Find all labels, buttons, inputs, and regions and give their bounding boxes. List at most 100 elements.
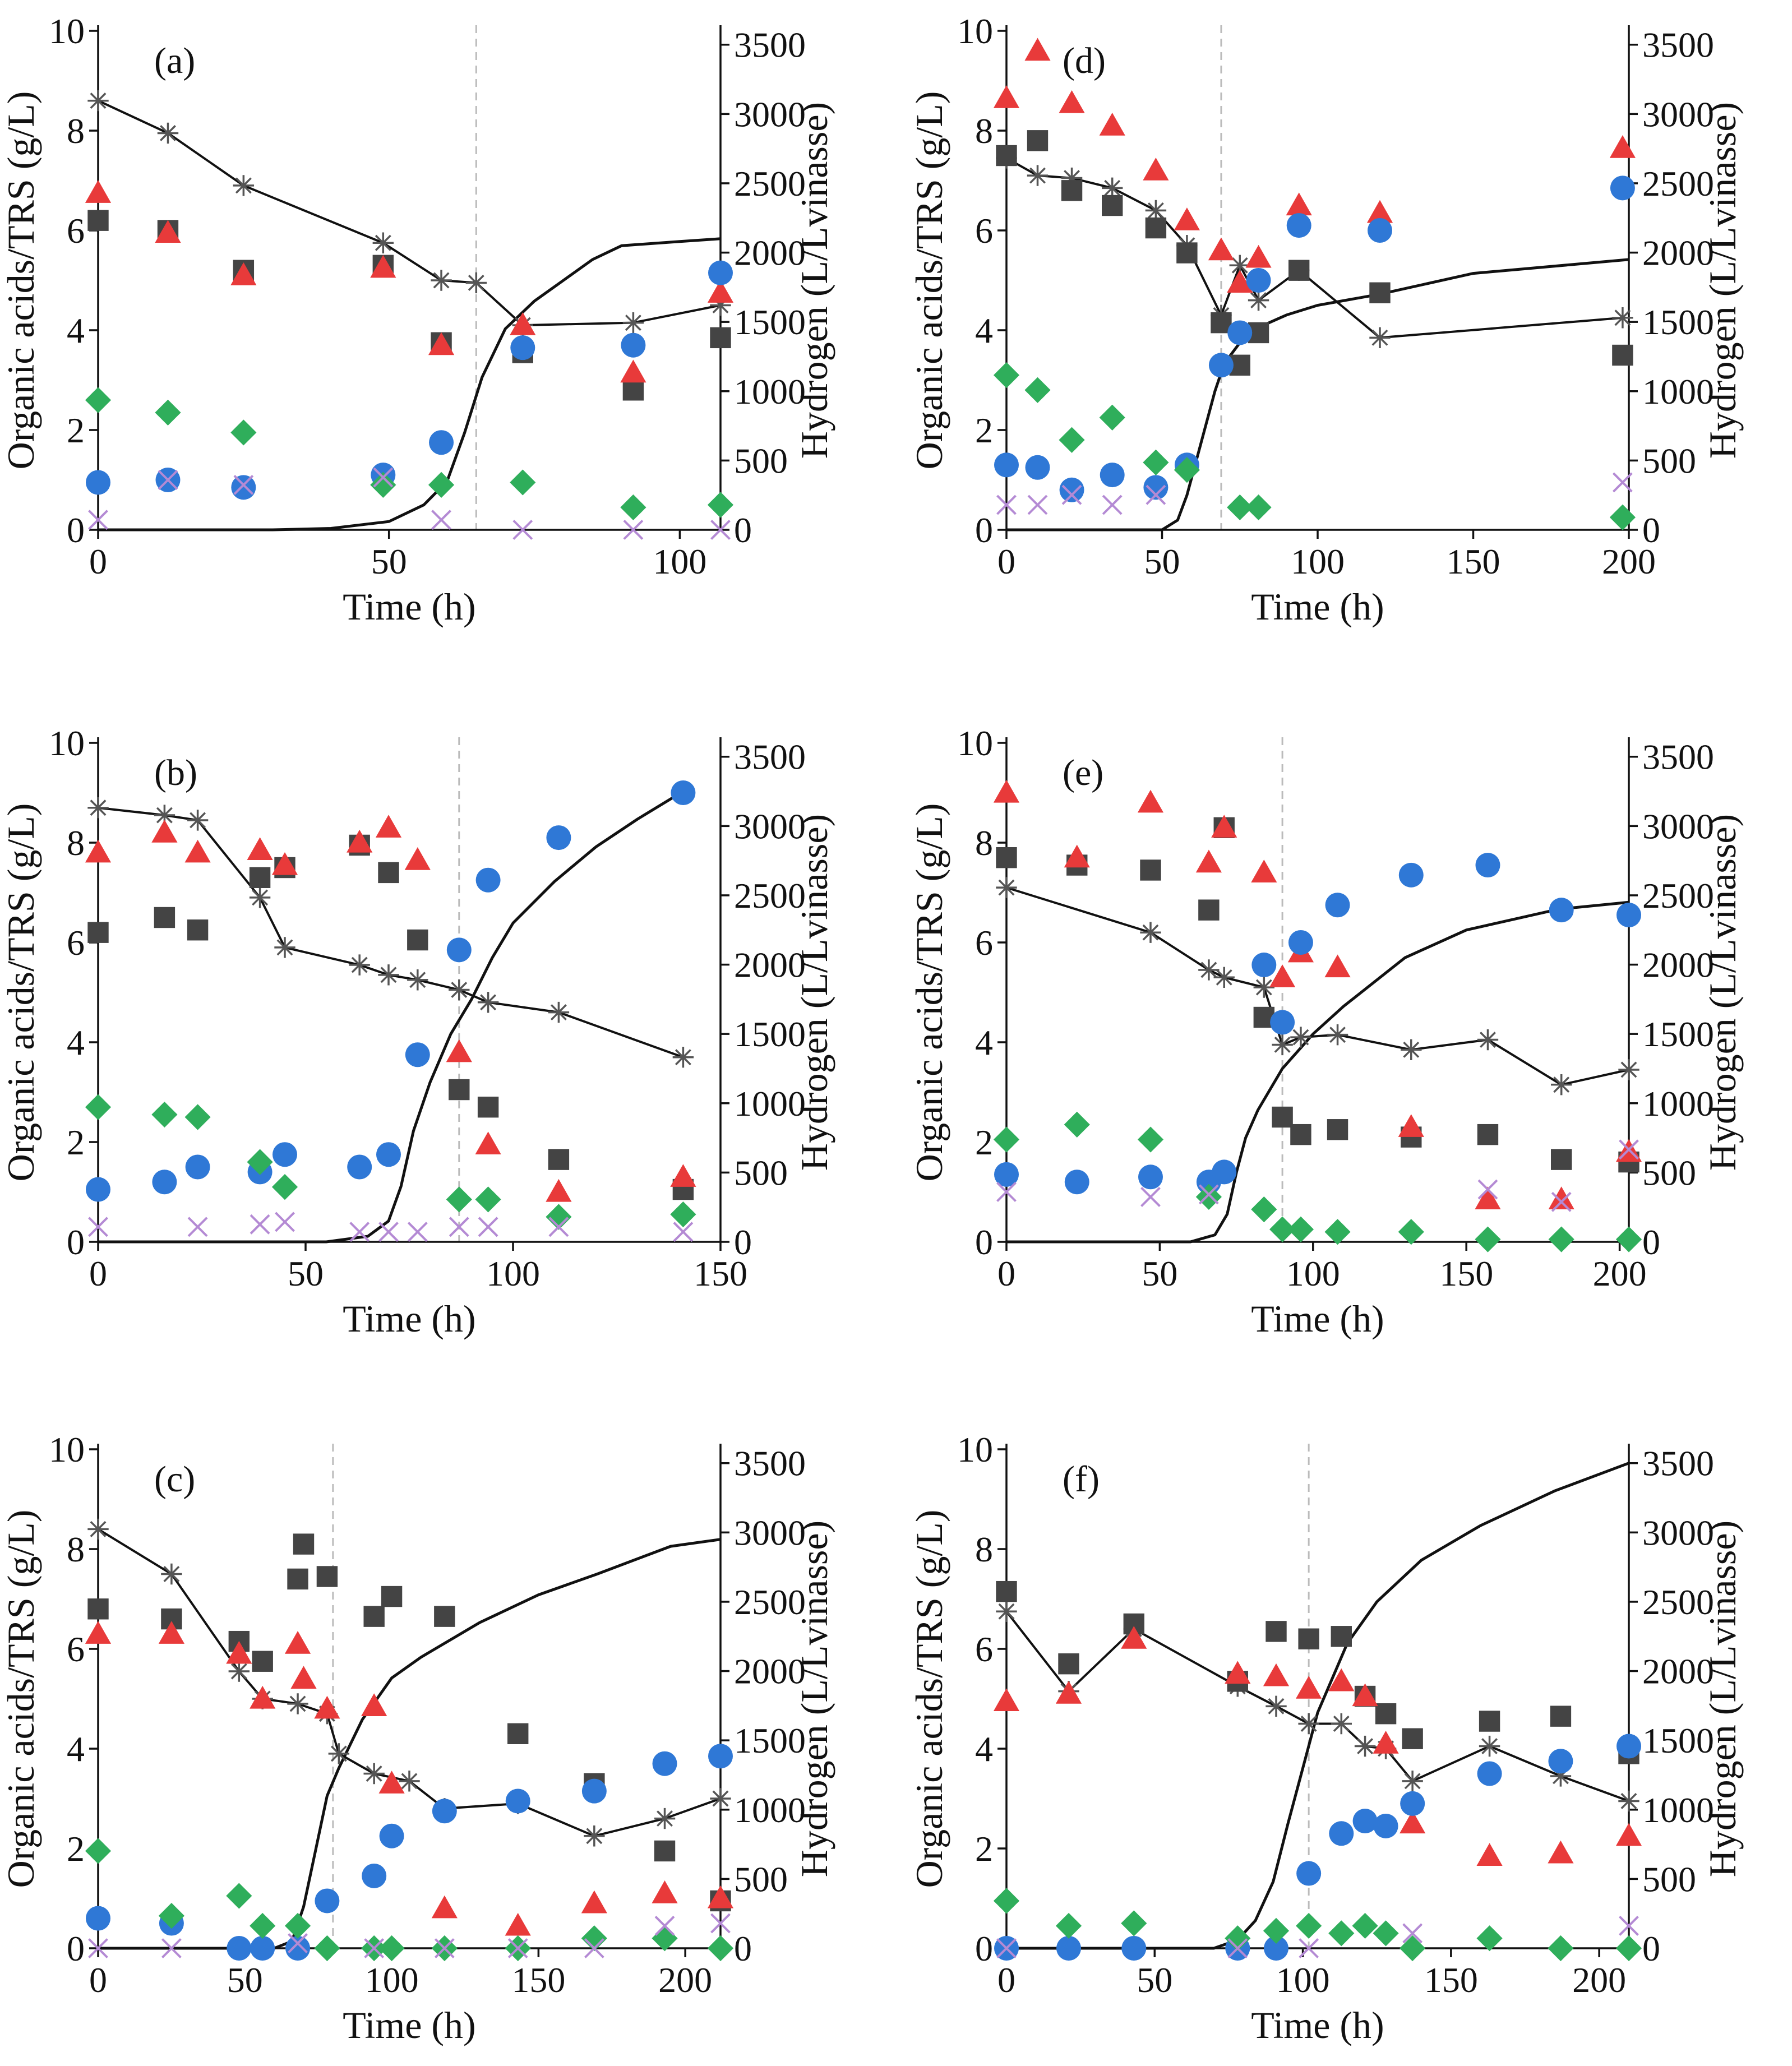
purple-x-point — [710, 1913, 731, 1934]
gray-square-point — [1331, 1626, 1352, 1647]
hydrogen-curve — [1006, 258, 1629, 531]
blue-circle-point — [362, 1863, 387, 1888]
gray-square-point — [87, 922, 109, 943]
gray-square-point — [1402, 1728, 1423, 1749]
green-diamond-point — [1263, 1917, 1290, 1944]
red-triangle-point — [85, 1621, 112, 1644]
gray-square-point — [996, 847, 1017, 868]
trs-point — [710, 294, 731, 316]
blue-circle-point — [1288, 930, 1313, 955]
blue-circle-point — [581, 1778, 607, 1804]
blue-circle-point — [671, 780, 696, 805]
y-tick-label: 6 — [975, 211, 993, 251]
gray-square-point — [1551, 1149, 1572, 1170]
green-diamond-point — [158, 1903, 184, 1929]
green-diamond-point — [1195, 1184, 1222, 1210]
green-diamond-point — [1225, 1925, 1251, 1952]
y2-tick-label: 2500 — [1642, 164, 1714, 204]
trs-point — [1327, 1024, 1348, 1046]
blue-circle-point — [231, 475, 256, 500]
red-triangle-point — [431, 1895, 458, 1919]
y-tick-label: 4 — [975, 311, 993, 350]
red-triangle-point — [581, 1890, 607, 1914]
x-tick-label: 200 — [1593, 1254, 1647, 1293]
gray-square-point — [1479, 1711, 1500, 1732]
red-triangle-point — [1195, 849, 1222, 873]
purple-x-point — [1146, 484, 1166, 505]
green-diamond-point — [230, 419, 257, 446]
y-tick-label: 0 — [67, 510, 85, 550]
blue-circle-point — [1208, 353, 1234, 378]
y2-tick-label: 0 — [734, 510, 752, 550]
x-tick-label: 100 — [1276, 1960, 1330, 2000]
green-diamond-point — [620, 494, 646, 521]
green-diamond-point — [284, 1912, 311, 1939]
gray-square-point — [381, 1586, 403, 1607]
y-axis-title: Organic acids/TRS (g/L) — [908, 803, 950, 1182]
blue-circle-point — [1617, 1734, 1641, 1759]
red-triangle-point — [707, 280, 734, 303]
green-diamond-point — [250, 1912, 276, 1939]
x-axis-title: Time (h) — [343, 585, 475, 628]
green-diamond-point — [1400, 1935, 1426, 1962]
y-tick-label: 8 — [67, 111, 85, 151]
red-triangle-point — [1024, 38, 1051, 61]
green-diamond-point — [1059, 427, 1085, 453]
x-tick-label: 0 — [89, 542, 107, 581]
y2-tick-label: 2000 — [734, 233, 806, 273]
blue-circle-point — [475, 867, 501, 893]
y2-tick-label: 500 — [1642, 1153, 1696, 1193]
purple-x-point — [1198, 1184, 1219, 1205]
purple-x-point — [349, 1222, 370, 1242]
red-triangle-point — [1609, 135, 1636, 158]
green-diamond-point — [1476, 1925, 1503, 1952]
red-triangle-point — [184, 839, 211, 863]
y2-tick-label: 0 — [734, 1929, 752, 1968]
y-tick-label: 6 — [67, 1629, 85, 1669]
trs-point — [710, 1788, 731, 1809]
green-diamond-point — [1024, 377, 1051, 403]
purple-x-point — [407, 1222, 428, 1242]
red-triangle-point — [510, 312, 536, 335]
red-triangle-point — [1263, 1663, 1290, 1686]
green-diamond-point — [1324, 1219, 1351, 1245]
y-tick-label: 10 — [49, 723, 85, 763]
purple-x-point — [187, 1217, 208, 1237]
green-diamond-point — [1296, 1912, 1322, 1939]
y2-tick-label: 2000 — [1642, 945, 1714, 985]
red-triangle-point — [1227, 270, 1253, 293]
red-triangle-point — [271, 852, 298, 875]
green-diamond-point — [226, 1883, 252, 1909]
trs-point — [1272, 1034, 1293, 1056]
blue-circle-point — [708, 1744, 733, 1769]
purple-x-point — [1299, 1938, 1319, 1958]
x-tick-label: 50 — [1142, 1254, 1177, 1293]
red-triangle-point — [1373, 1731, 1399, 1754]
purple-x-point — [88, 1217, 108, 1237]
blue-circle-point — [1400, 1791, 1425, 1816]
y-tick-label: 8 — [975, 823, 993, 863]
x-tick-label: 150 — [694, 1254, 747, 1293]
red-triangle-point — [670, 1164, 696, 1187]
trs-point — [1369, 327, 1391, 349]
y-tick-label: 10 — [957, 723, 993, 763]
y2-axis-title: Hydrogen (L/Lvinasse) — [1701, 814, 1744, 1171]
x-tick-label: 150 — [1424, 1960, 1478, 2000]
y-tick-label: 6 — [67, 923, 85, 963]
gray-square-point — [252, 1651, 273, 1672]
blue-circle-point — [446, 937, 472, 963]
trs-point — [584, 1825, 605, 1847]
red-triangle-point — [314, 1695, 340, 1719]
gray-square-point — [449, 1079, 470, 1101]
y2-tick-label: 1500 — [1642, 302, 1714, 342]
y2-axis-title: Hydrogen (L/Lvinasse) — [1701, 102, 1744, 459]
y2-tick-label: 1000 — [734, 1084, 806, 1124]
trs-point — [378, 964, 399, 986]
purple-x-point — [548, 1217, 569, 1237]
green-diamond-point — [1373, 1920, 1399, 1947]
blue-circle-point — [1548, 1749, 1573, 1774]
red-triangle-point — [1059, 90, 1085, 113]
blue-circle-point — [510, 335, 535, 360]
trs-point — [87, 1518, 109, 1540]
